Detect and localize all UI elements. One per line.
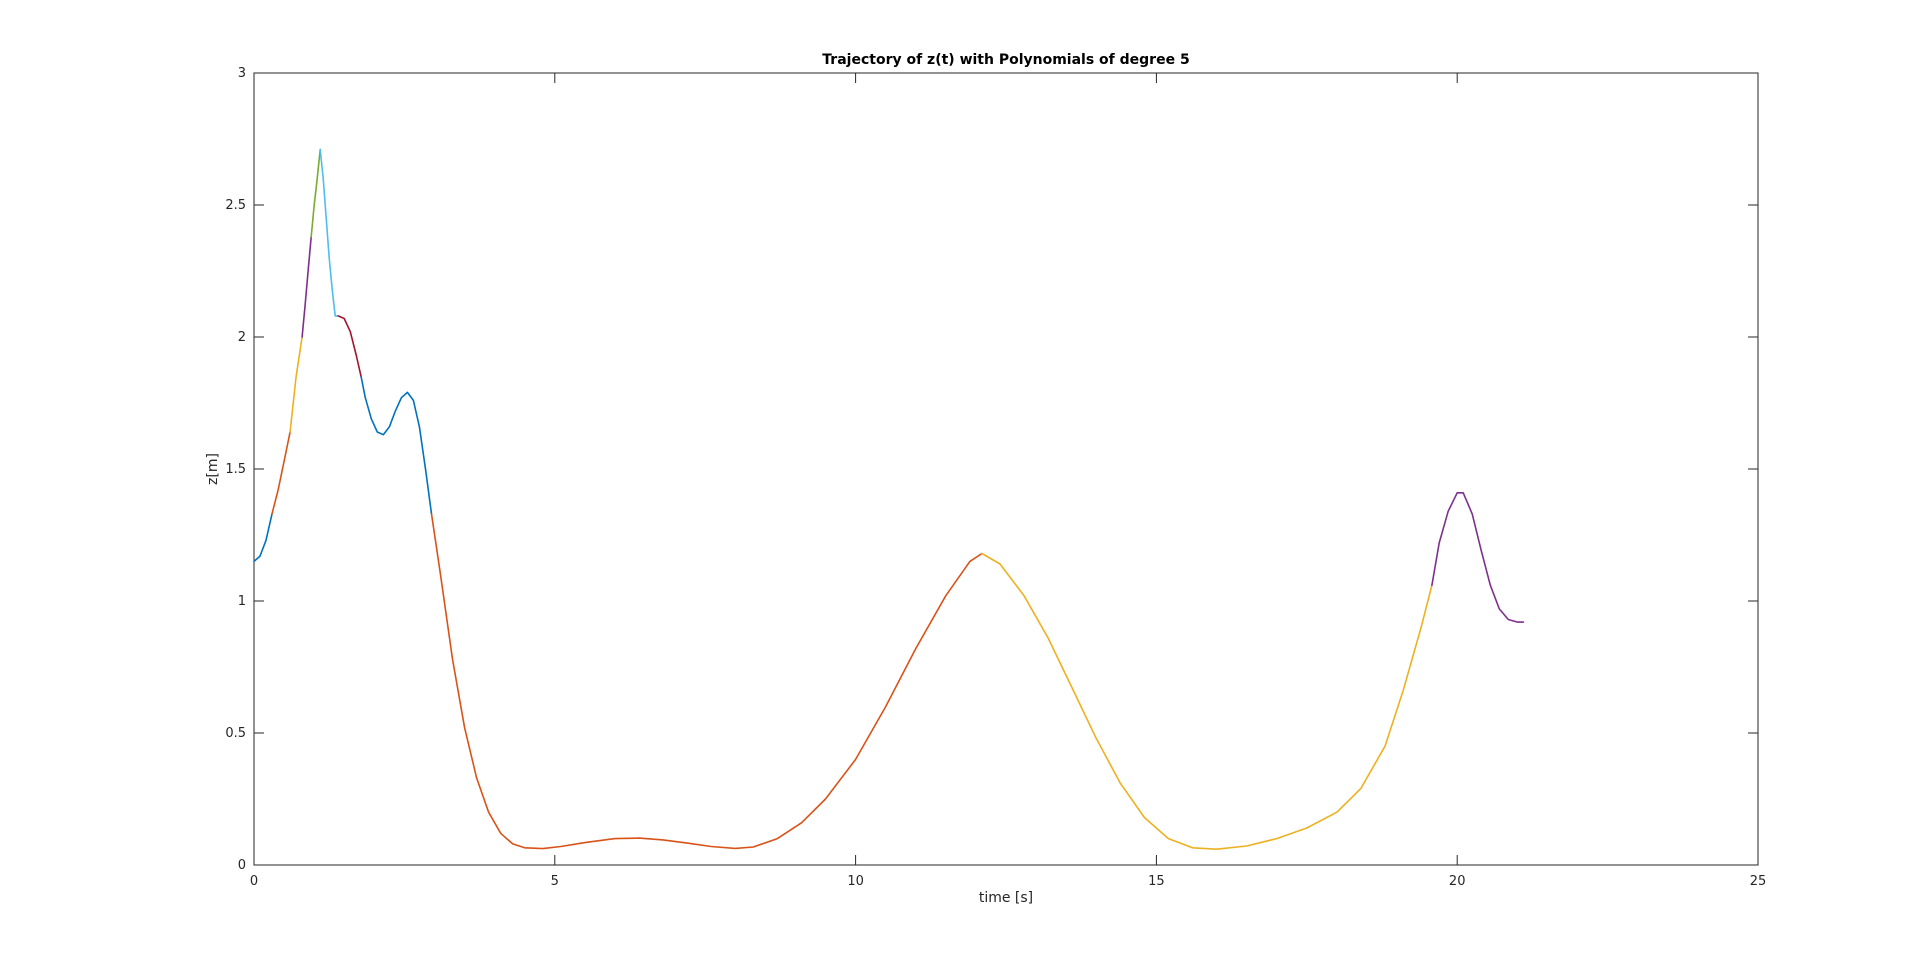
series-segment-4	[301, 235, 313, 338]
chart-title: Trajectory of z(t) with Polynomials of d…	[822, 52, 1189, 68]
series-segment-9	[430, 513, 983, 850]
x-tick-label: 15	[1148, 874, 1165, 889]
x-tick-label: 10	[847, 874, 864, 889]
y-tick-label: 0	[238, 858, 246, 873]
ticks: 0 5 10 15 20 25 0 0.5 1 1.5 2 2.5 3	[225, 66, 1766, 889]
series-segment-10	[981, 552, 1433, 851]
series-segment-2	[271, 431, 291, 515]
plot-area	[253, 72, 1759, 866]
series-segment-5	[310, 148, 322, 238]
series-segment-3	[289, 336, 303, 433]
series-group	[253, 148, 1525, 851]
y-tick-label: 2.5	[225, 198, 246, 213]
y-tick-label: 1.5	[225, 462, 246, 477]
series-segment-6	[319, 148, 340, 317]
series-segment-7	[337, 315, 362, 378]
y-tick-label: 2	[238, 330, 246, 345]
x-tick-label: 20	[1449, 874, 1466, 889]
x-axis-label: time [s]	[979, 890, 1033, 906]
y-tick-label: 0.5	[225, 726, 246, 741]
y-tick-label: 3	[238, 66, 246, 81]
series-segment-1	[253, 513, 273, 563]
series-segment-11	[1431, 491, 1525, 623]
x-tick-label: 25	[1750, 874, 1767, 889]
x-tick-label: 5	[551, 874, 559, 889]
series-segment-8	[360, 375, 433, 515]
y-axis-label: z[m]	[205, 453, 221, 485]
y-tick-label: 1	[238, 594, 246, 609]
x-tick-label: 0	[250, 874, 258, 889]
